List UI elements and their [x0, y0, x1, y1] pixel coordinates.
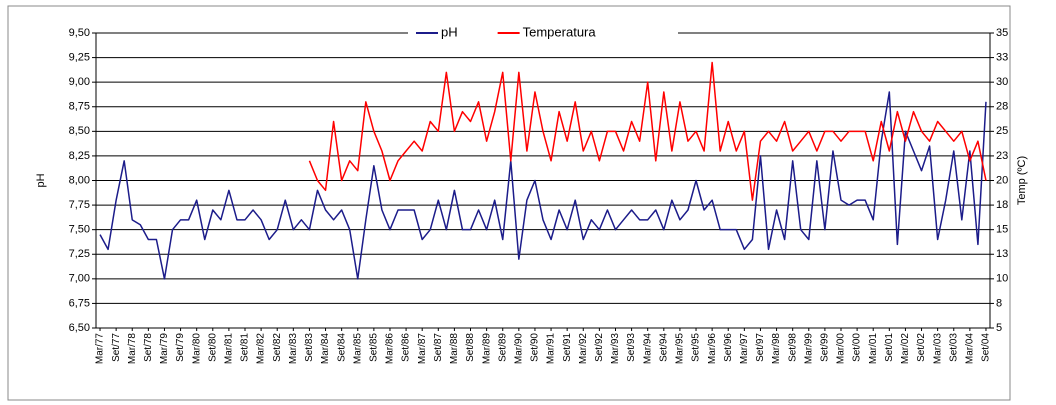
x-tick-label: Set/03 — [948, 333, 959, 362]
y2-tick-label: 8 — [996, 297, 1002, 309]
x-tick-label: Mar/79 — [159, 333, 170, 365]
y2-tick-label: 18 — [996, 199, 1008, 211]
y2-tick-label: 15 — [996, 224, 1008, 236]
x-tick-label: Mar/80 — [191, 333, 202, 365]
y2-tick-label: 13 — [996, 248, 1008, 260]
x-tick-label: Mar/92 — [578, 333, 589, 365]
chart-frame — [7, 5, 1011, 401]
y2-tick-label: 35 — [996, 27, 1008, 39]
x-tick-label: Mar/82 — [256, 333, 267, 365]
y-tick-label: 7,75 — [69, 199, 90, 211]
x-tick-label: Mar/94 — [642, 333, 653, 365]
x-tick-label: Mar/77 — [95, 333, 106, 365]
y2-tick-label: 30 — [996, 76, 1008, 88]
y2-tick-label: 23 — [996, 150, 1008, 162]
legend-box — [408, 23, 678, 41]
x-tick-label: Mar/78 — [127, 333, 138, 365]
x-tick-label: Mar/88 — [449, 333, 460, 365]
x-tick-label: Mar/01 — [868, 333, 879, 365]
y-axis-title: pH — [35, 173, 47, 187]
x-tick-label: Mar/87 — [417, 333, 428, 365]
x-tick-label: Mar/84 — [320, 333, 331, 365]
x-tick-label: Mar/83 — [288, 333, 299, 365]
x-tick-label: Mar/93 — [610, 333, 621, 365]
y2-tick-label: 20 — [996, 174, 1008, 186]
y-tick-label: 6,50 — [69, 322, 90, 334]
x-tick-label: Mar/98 — [771, 333, 782, 365]
x-tick-label: Set/96 — [723, 333, 734, 362]
series-line — [99, 91, 987, 280]
y-tick-label: 8,00 — [69, 174, 90, 186]
x-tick-label: Set/04 — [981, 333, 992, 362]
x-tick-label: Set/77 — [111, 333, 122, 362]
y-tick-label: 6,75 — [69, 297, 90, 309]
y-tick-label: 8,25 — [69, 150, 90, 162]
x-tick-label: Set/01 — [884, 333, 895, 362]
x-tick-label: Set/02 — [916, 333, 927, 362]
y2-axis-title: Temp (ºC) — [1016, 156, 1028, 205]
x-tick-label: Mar/00 — [836, 333, 847, 365]
x-tick-label: Set/78 — [143, 333, 154, 362]
x-tick-label: Set/92 — [594, 333, 605, 362]
x-tick-label: Set/97 — [755, 333, 766, 362]
x-tick-label: Set/98 — [787, 333, 798, 362]
x-tick-label: Set/87 — [433, 333, 444, 362]
series-line — [308, 61, 987, 201]
x-tick-label: Mar/90 — [513, 333, 524, 365]
x-tick-label: Set/94 — [658, 333, 669, 362]
x-tick-label: Set/79 — [175, 333, 186, 362]
x-tick-label: Set/83 — [304, 333, 315, 362]
x-tick-label: Set/91 — [562, 333, 573, 362]
x-tick-label: Mar/02 — [900, 333, 911, 365]
x-tick-label: Set/93 — [626, 333, 637, 362]
x-tick-label: Set/81 — [240, 333, 251, 362]
y-tick-label: 9,50 — [69, 27, 90, 39]
y2-tick-label: 25 — [996, 125, 1008, 137]
x-tick-label: Mar/89 — [481, 333, 492, 365]
y2-tick-label: 5 — [996, 322, 1002, 334]
x-tick-label: Mar/96 — [707, 333, 718, 365]
y-tick-label: 7,25 — [69, 248, 90, 260]
y2-tick-label: 10 — [996, 273, 1008, 285]
x-tick-label: Set/84 — [336, 333, 347, 362]
y2-tick-label: 33 — [996, 51, 1008, 63]
legend-label: Temperatura — [523, 24, 597, 39]
x-tick-label: Set/86 — [401, 333, 412, 362]
y-tick-label: 8,75 — [69, 101, 90, 113]
x-tick-label: Mar/03 — [932, 333, 943, 365]
y-tick-label: 7,50 — [69, 224, 90, 236]
x-tick-label: Mar/91 — [546, 333, 557, 365]
x-tick-label: Set/95 — [691, 333, 702, 362]
y2-tick-label: 28 — [996, 101, 1008, 113]
y-tick-label: 9,00 — [69, 76, 90, 88]
x-tick-label: Set/90 — [530, 333, 541, 362]
x-tick-label: Set/82 — [272, 333, 283, 362]
x-tick-label: Mar/97 — [739, 333, 750, 365]
x-tick-label: Mar/85 — [352, 333, 363, 365]
x-tick-label: Set/85 — [369, 333, 380, 362]
x-tick-label: Mar/04 — [965, 333, 976, 365]
x-tick-label: Set/99 — [820, 333, 831, 362]
x-tick-label: Set/00 — [852, 333, 863, 362]
x-tick-label: Mar/86 — [385, 333, 396, 365]
x-tick-label: Mar/81 — [224, 333, 235, 365]
x-tick-label: Mar/99 — [803, 333, 814, 365]
x-tick-label: Set/88 — [465, 333, 476, 362]
x-tick-label: Set/89 — [497, 333, 508, 362]
y-tick-label: 8,50 — [69, 125, 90, 137]
x-tick-label: Mar/95 — [675, 333, 686, 365]
y-tick-label: 9,25 — [69, 51, 90, 63]
x-tick-label: Set/80 — [207, 333, 218, 362]
legend-label: pH — [441, 24, 458, 39]
y-tick-label: 7,00 — [69, 273, 90, 285]
